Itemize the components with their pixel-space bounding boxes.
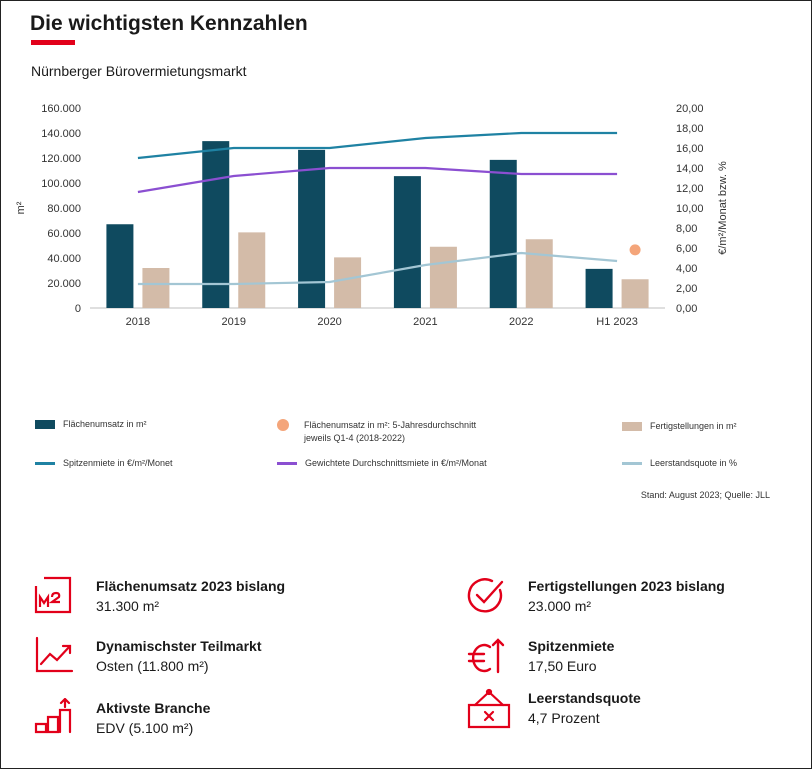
- bar-fertigstellungen: [142, 268, 170, 308]
- x-tick-label: H1 2023: [596, 316, 638, 328]
- bar-flaechenumsatz: [106, 224, 134, 308]
- source-note: Stand: August 2023; Quelle: JLL: [640, 490, 770, 500]
- y-tick-label: 100.000: [41, 178, 81, 190]
- line-durchschnittsmiete: [137, 166, 618, 194]
- y2-tick-label: 8,00: [676, 223, 697, 235]
- y2-tick-label: 2,00: [676, 283, 697, 295]
- bar-flaechenumsatz: [298, 149, 326, 308]
- kpi-value: 31.300 m²: [96, 598, 160, 614]
- bar-steps-icon: [34, 697, 74, 738]
- page-title: Die wichtigsten Kennzahlen: [30, 12, 308, 35]
- kpi-label: Dynamischster Teilmarkt: [96, 638, 262, 654]
- y-tick-label: 20.000: [47, 278, 81, 290]
- legend-swatch-leerstand: [622, 462, 642, 466]
- bar-fertigstellungen: [334, 257, 362, 308]
- y-tick-label: 120.000: [41, 153, 81, 165]
- x-tick-label: 2021: [413, 316, 437, 328]
- legend-label-avg-line1: Flächenumsatz in m²: 5-Jahresdurchschnit…: [304, 420, 477, 430]
- vacant-sign-icon: [466, 688, 512, 732]
- page-subtitle: Nürnberger Bürovermietungsmarkt: [31, 63, 247, 79]
- legend-swatch-flaechenumsatz: [35, 420, 55, 430]
- y-tick-label: 40.000: [47, 253, 81, 265]
- legend-label-flaechenumsatz: Flächenumsatz in m²: [63, 419, 147, 429]
- kpi-flaechenumsatz: Flächenumsatz 2023 bislang 31.300 m²: [34, 576, 354, 626]
- m2-icon: [34, 576, 74, 616]
- kpi-value: EDV (5.100 m²): [96, 720, 194, 736]
- legend-swatch-durchschnittsmiete: [277, 462, 297, 466]
- legend-label-spitzenmiete: Spitzenmiete in €/m²/Monet: [63, 458, 173, 468]
- y-tick-label: 80.000: [47, 203, 81, 215]
- y-tick-label: 160.000: [41, 103, 81, 115]
- bar-flaechenumsatz: [489, 159, 517, 308]
- y2-tick-label: 18,00: [676, 123, 704, 135]
- x-tick-label: 2019: [222, 316, 246, 328]
- chart-lines: [137, 131, 641, 286]
- legend-label-leerstand: Leerstandsquote in %: [650, 458, 738, 468]
- kpi-spitzenmiete: Spitzenmiete 17,50 Euro: [466, 636, 786, 686]
- combo-chart: 0 20.000 40.000 60.000 80.000 100.000 120.000 1…: [15, 103, 729, 328]
- title-accent-bar: [31, 40, 75, 45]
- point-5y-average: [629, 244, 641, 256]
- kpi-value: 17,50 Euro: [528, 658, 597, 674]
- legend-durchschnittsmiete: Gewichtete Durchschnittsmiete in €/m²/Mo…: [277, 458, 487, 468]
- line-spitzenmiete: [137, 131, 618, 160]
- checkmark-icon: [466, 576, 506, 616]
- kpi-leerstand: Leerstandsquote 4,7 Prozent: [466, 688, 786, 738]
- y2-tick-label: 0,00: [676, 303, 697, 315]
- x-tick-label: 2020: [317, 316, 341, 328]
- y2-axis-title: €/m²/Monat bzw. %: [717, 161, 729, 255]
- y2-tick-label: 16,00: [676, 143, 704, 155]
- legend-label-avg-line2: jeweils Q1-4 (2018-2022): [304, 433, 406, 443]
- y-tick-label: 0: [75, 303, 81, 315]
- y2-tick-label: 10,00: [676, 203, 704, 215]
- x-tick-label: 2018: [126, 316, 150, 328]
- legend-swatch-fertigstellungen: [622, 422, 642, 432]
- legend-swatch-spitzenmiete: [35, 462, 55, 466]
- x-tick-label: 2022: [509, 316, 533, 328]
- y2-tick-label: 14,00: [676, 163, 704, 175]
- euro-up-icon: [466, 636, 506, 676]
- y-axis-title: m²: [15, 201, 27, 214]
- kpi-value: Osten (11.800 m²): [96, 658, 209, 674]
- legend-swatch-avg-point: [277, 419, 289, 431]
- y-tick-label: 140.000: [41, 128, 81, 140]
- legend-label-durchschnittsmiete: Gewichtete Durchschnittsmiete in €/m²/Mo…: [305, 458, 487, 468]
- bar-fertigstellungen: [525, 239, 553, 308]
- bar-fertigstellungen: [429, 246, 457, 308]
- bar-fertigstellungen: [238, 232, 266, 308]
- bar-flaechenumsatz: [393, 176, 421, 308]
- kpi-label: Spitzenmiete: [528, 638, 615, 654]
- y2-tick-label: 12,00: [676, 183, 704, 195]
- kpi-label: Flächenumsatz 2023 bislang: [96, 578, 286, 594]
- legend-fertigstellungen: Fertigstellungen in m²: [622, 421, 737, 432]
- kpi-label: Aktivste Branche: [96, 700, 211, 716]
- legend-flaechenumsatz: Flächenumsatz in m²: [35, 419, 147, 430]
- y2-tick-label: 4,00: [676, 263, 697, 275]
- legend-leerstand: Leerstandsquote in %: [622, 458, 737, 468]
- kpi-label: Fertigstellungen 2023 bislang: [528, 578, 725, 594]
- kpi-branche: Aktivste Branche EDV (5.100 m²): [34, 697, 354, 748]
- legend-label-fertigstellungen: Fertigstellungen in m²: [650, 421, 737, 431]
- kpi-value: 4,7 Prozent: [528, 710, 600, 726]
- y2-tick-label: 6,00: [676, 243, 697, 255]
- bar-flaechenumsatz: [202, 141, 230, 308]
- line-leerstand: [137, 251, 618, 286]
- kpi-fertigstellungen: Fertigstellungen 2023 bislang 23.000 m²: [466, 576, 786, 626]
- bar-flaechenumsatz: [585, 268, 613, 308]
- kpi-value: 23.000 m²: [528, 598, 592, 614]
- legend-spitzenmiete: Spitzenmiete in €/m²/Monet: [35, 458, 173, 468]
- y2-tick-label: 20,00: [676, 103, 704, 115]
- y-tick-label: 60.000: [47, 228, 81, 240]
- kpi-label: Leerstandsquote: [528, 690, 641, 706]
- legend-avg-point: Flächenumsatz in m²: 5-Jahresdurchschnit…: [277, 419, 476, 445]
- kpi-teilmarkt: Dynamischster Teilmarkt Osten (11.800 m²…: [34, 636, 354, 686]
- chart-labels: 0 20.000 40.000 60.000 80.000 100.000 120.000 1…: [15, 103, 729, 328]
- trend-up-icon: [34, 636, 74, 676]
- bar-fertigstellungen: [621, 279, 649, 308]
